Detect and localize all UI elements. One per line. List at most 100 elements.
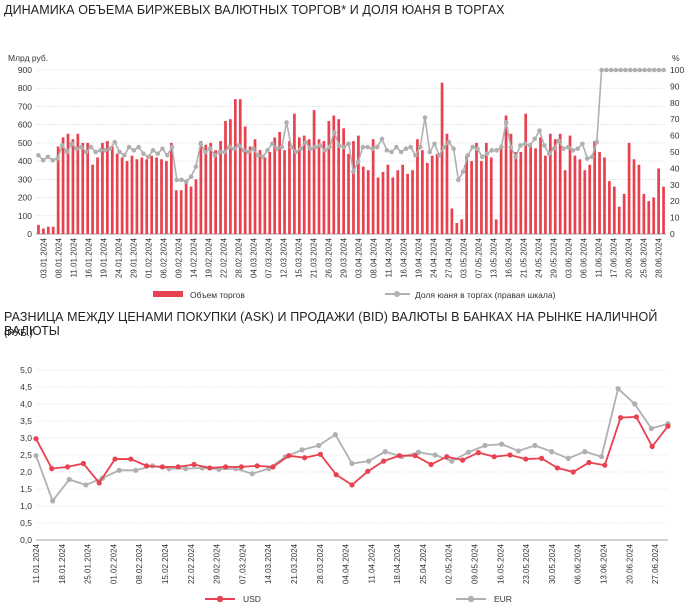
chart1-bar — [91, 164, 94, 234]
chart2-point-usd — [349, 482, 355, 488]
chart1-xtick: 03.05.2024 — [460, 237, 469, 278]
chart2-point-eur — [565, 455, 571, 461]
chart1-line-point — [355, 159, 361, 165]
chart1-bar — [150, 155, 154, 234]
chart1-line-point — [317, 143, 323, 148]
chart1-bar — [504, 115, 508, 234]
chart2-xtick: 22.02.2024 — [187, 543, 196, 584]
chart1-bar — [514, 152, 518, 234]
chart1-line-point — [394, 144, 399, 150]
chart2-xtick: 04.04.2024 — [342, 543, 351, 584]
chart1-line-point — [494, 148, 499, 153]
chart1-bar — [627, 142, 631, 234]
chart1-xtick: 25.06.2024 — [640, 237, 649, 278]
chart1-line-point — [169, 144, 175, 150]
chart2-point-usd — [223, 464, 229, 470]
chart1-line-point — [661, 67, 666, 73]
chart1-bar — [366, 170, 370, 234]
chart1-bar — [46, 226, 50, 234]
chart1-bar — [174, 190, 178, 234]
chart2-point-eur — [532, 442, 538, 449]
chart1-line-point — [508, 144, 514, 150]
chart1-xtick: 03.04.2024 — [355, 237, 364, 278]
chart1-line-point — [250, 146, 256, 152]
chart1-line-point — [398, 149, 404, 155]
chart1-svg: Млрд руб. %010020030040050060070080090001… — [8, 53, 684, 300]
chart1-bar — [401, 164, 405, 234]
chart1-bar — [509, 133, 513, 234]
chart1-bar — [56, 146, 60, 234]
chart1-line-point — [651, 67, 657, 73]
chart1-bar — [430, 155, 434, 234]
chart1-bar — [194, 179, 198, 234]
chart2-xtick: 27.06.2024 — [651, 543, 660, 584]
chart1-line-point — [460, 169, 466, 174]
chart1-line-point — [637, 67, 643, 73]
chart2-ytick: 1,5 — [20, 484, 32, 494]
chart1-line-point — [632, 67, 638, 73]
chart1-line-point — [370, 146, 375, 152]
chart2-xtick: 08.02.2024 — [135, 543, 144, 584]
chart1-bar — [145, 159, 149, 234]
chart1-line-point — [303, 139, 308, 145]
chart2-point-usd — [175, 464, 181, 470]
chart1-line-point — [613, 67, 619, 73]
chart1-line-point — [646, 67, 652, 73]
chart1-bar — [224, 121, 227, 234]
chart1-xtick: 26.03.2024 — [325, 237, 334, 278]
chart2-point-eur — [598, 454, 605, 460]
chart1-bar — [76, 133, 80, 234]
chart1-xtick: 01.02.2024 — [145, 237, 154, 278]
chart1-bar — [583, 170, 587, 234]
chart2-point-eur — [349, 460, 355, 467]
chart1-xtick: 14.02.2024 — [190, 237, 199, 278]
chart1-line-point — [527, 143, 533, 148]
chart1-line-point — [284, 120, 289, 125]
chart2-title: РАЗНИЦА МЕЖДУ ЦЕНАМИ ПОКУПКИ (ASK) И ПРО… — [4, 310, 658, 338]
chart1-line-point — [64, 149, 70, 155]
chart1-ytick-left: 100 — [18, 211, 32, 221]
chart2-point-usd — [80, 460, 86, 467]
chart2-point-usd — [570, 469, 576, 475]
chart1-bar — [288, 141, 291, 234]
chart2-legend-eur-label: EUR — [494, 594, 512, 604]
chart1-bar — [155, 157, 158, 234]
chart1-ytick-right: 40 — [670, 163, 680, 173]
chart2-xtick: 25.04.2024 — [419, 543, 428, 584]
chart1-ytick-left: 500 — [18, 138, 32, 148]
chart1-ylabel-left: Млрд руб. — [8, 53, 48, 63]
chart1-bar — [66, 133, 70, 234]
chart1-line-point — [379, 136, 385, 142]
chart1-bar — [209, 142, 213, 234]
chart1-bar — [312, 110, 316, 234]
chart1-ytick-right: 20 — [670, 196, 680, 206]
chart1-xtick: 07.05.2024 — [475, 237, 484, 278]
chart2-point-usd — [460, 457, 466, 463]
chart2-point-usd — [238, 464, 244, 470]
chart1-xtick: 19.04.2024 — [415, 237, 424, 278]
chart1-line-point — [246, 149, 251, 155]
chart2-legend-usd-marker — [216, 595, 224, 603]
chart1-bar — [465, 155, 469, 234]
chart1-xtick: 22.02.2024 — [220, 237, 229, 278]
chart1-line-point — [50, 157, 56, 163]
chart2-point-eur — [632, 401, 638, 407]
chart2-ytick: 0,0 — [20, 535, 32, 545]
chart1-line-point — [145, 154, 151, 160]
chart1-bar — [578, 159, 582, 234]
chart1-bar — [617, 206, 621, 234]
chart1-line-point — [160, 146, 165, 152]
chart1-line-point — [298, 146, 304, 152]
chart1-line-point — [150, 148, 156, 153]
chart2-point-usd — [65, 464, 71, 470]
chart1-xtick: 13.05.2024 — [490, 237, 499, 278]
chart1-line-point — [465, 152, 471, 158]
chart1-xtick: 16.04.2024 — [400, 237, 409, 278]
chart1-line-point — [155, 151, 161, 156]
chart1-bar — [71, 139, 75, 234]
chart2-point-eur — [432, 452, 438, 458]
chart1-ytick-left: 900 — [18, 65, 32, 75]
chart2-ytick: 0,5 — [20, 518, 32, 528]
chart1-bar — [499, 144, 503, 234]
chart1-bar — [189, 186, 193, 234]
